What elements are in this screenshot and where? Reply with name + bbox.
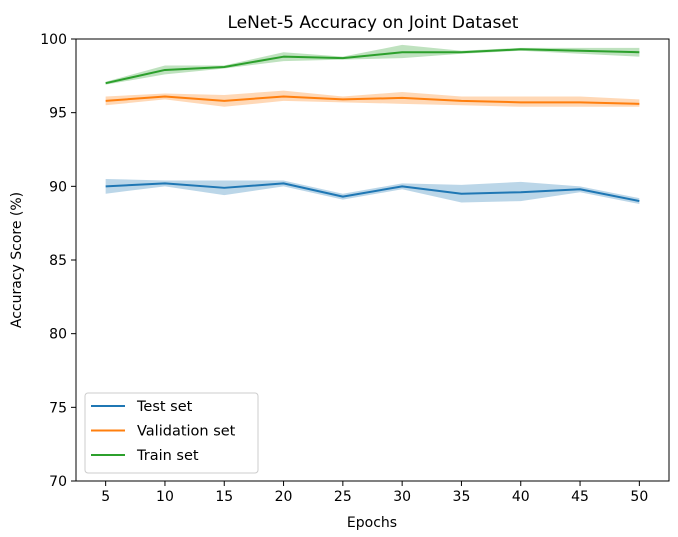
- y-tick-label: 100: [40, 32, 67, 48]
- x-tick-label: 35: [453, 489, 471, 505]
- x-tick-label: 15: [215, 489, 233, 505]
- x-tick-label: 30: [393, 489, 411, 505]
- x-tick-label: 20: [275, 489, 293, 505]
- x-tick-label: 40: [512, 489, 530, 505]
- x-tick-label: 45: [571, 489, 589, 505]
- x-tick-label: 25: [334, 489, 352, 505]
- y-tick-label: 85: [49, 253, 67, 269]
- y-axis-label: Accuracy Score (%): [9, 192, 25, 328]
- y-tick-label: 70: [49, 474, 67, 490]
- train-set-confidence-band: [105, 44, 640, 85]
- legend-label-test-set: Test set: [136, 399, 193, 415]
- legend-label-train-set: Train set: [136, 448, 199, 464]
- test-set-line: [105, 182, 640, 203]
- train-set-line: [105, 48, 640, 85]
- y-tick-label: 75: [49, 400, 67, 416]
- legend-label-validation-set: Validation set: [137, 424, 236, 440]
- x-tick-label: 50: [630, 489, 648, 505]
- plot-area: [105, 44, 640, 205]
- validation-set-line: [105, 95, 640, 105]
- x-tick-label: 5: [101, 489, 110, 505]
- y-tick-label: 95: [49, 106, 67, 122]
- y-tick-label: 90: [49, 179, 67, 195]
- x-axis-label: Epochs: [347, 515, 397, 531]
- chart-title: LeNet-5 Accuracy on Joint Dataset: [228, 13, 519, 33]
- legend: Test set Validation set Train set: [84, 392, 259, 474]
- legend-box: [84, 392, 259, 474]
- y-tick-label: 80: [49, 327, 67, 343]
- x-tick-label: 10: [156, 489, 174, 505]
- axes: 5 10 15 20 25 30 35 40 45 50 70 75 80 85 90 95 100: [40, 32, 670, 505]
